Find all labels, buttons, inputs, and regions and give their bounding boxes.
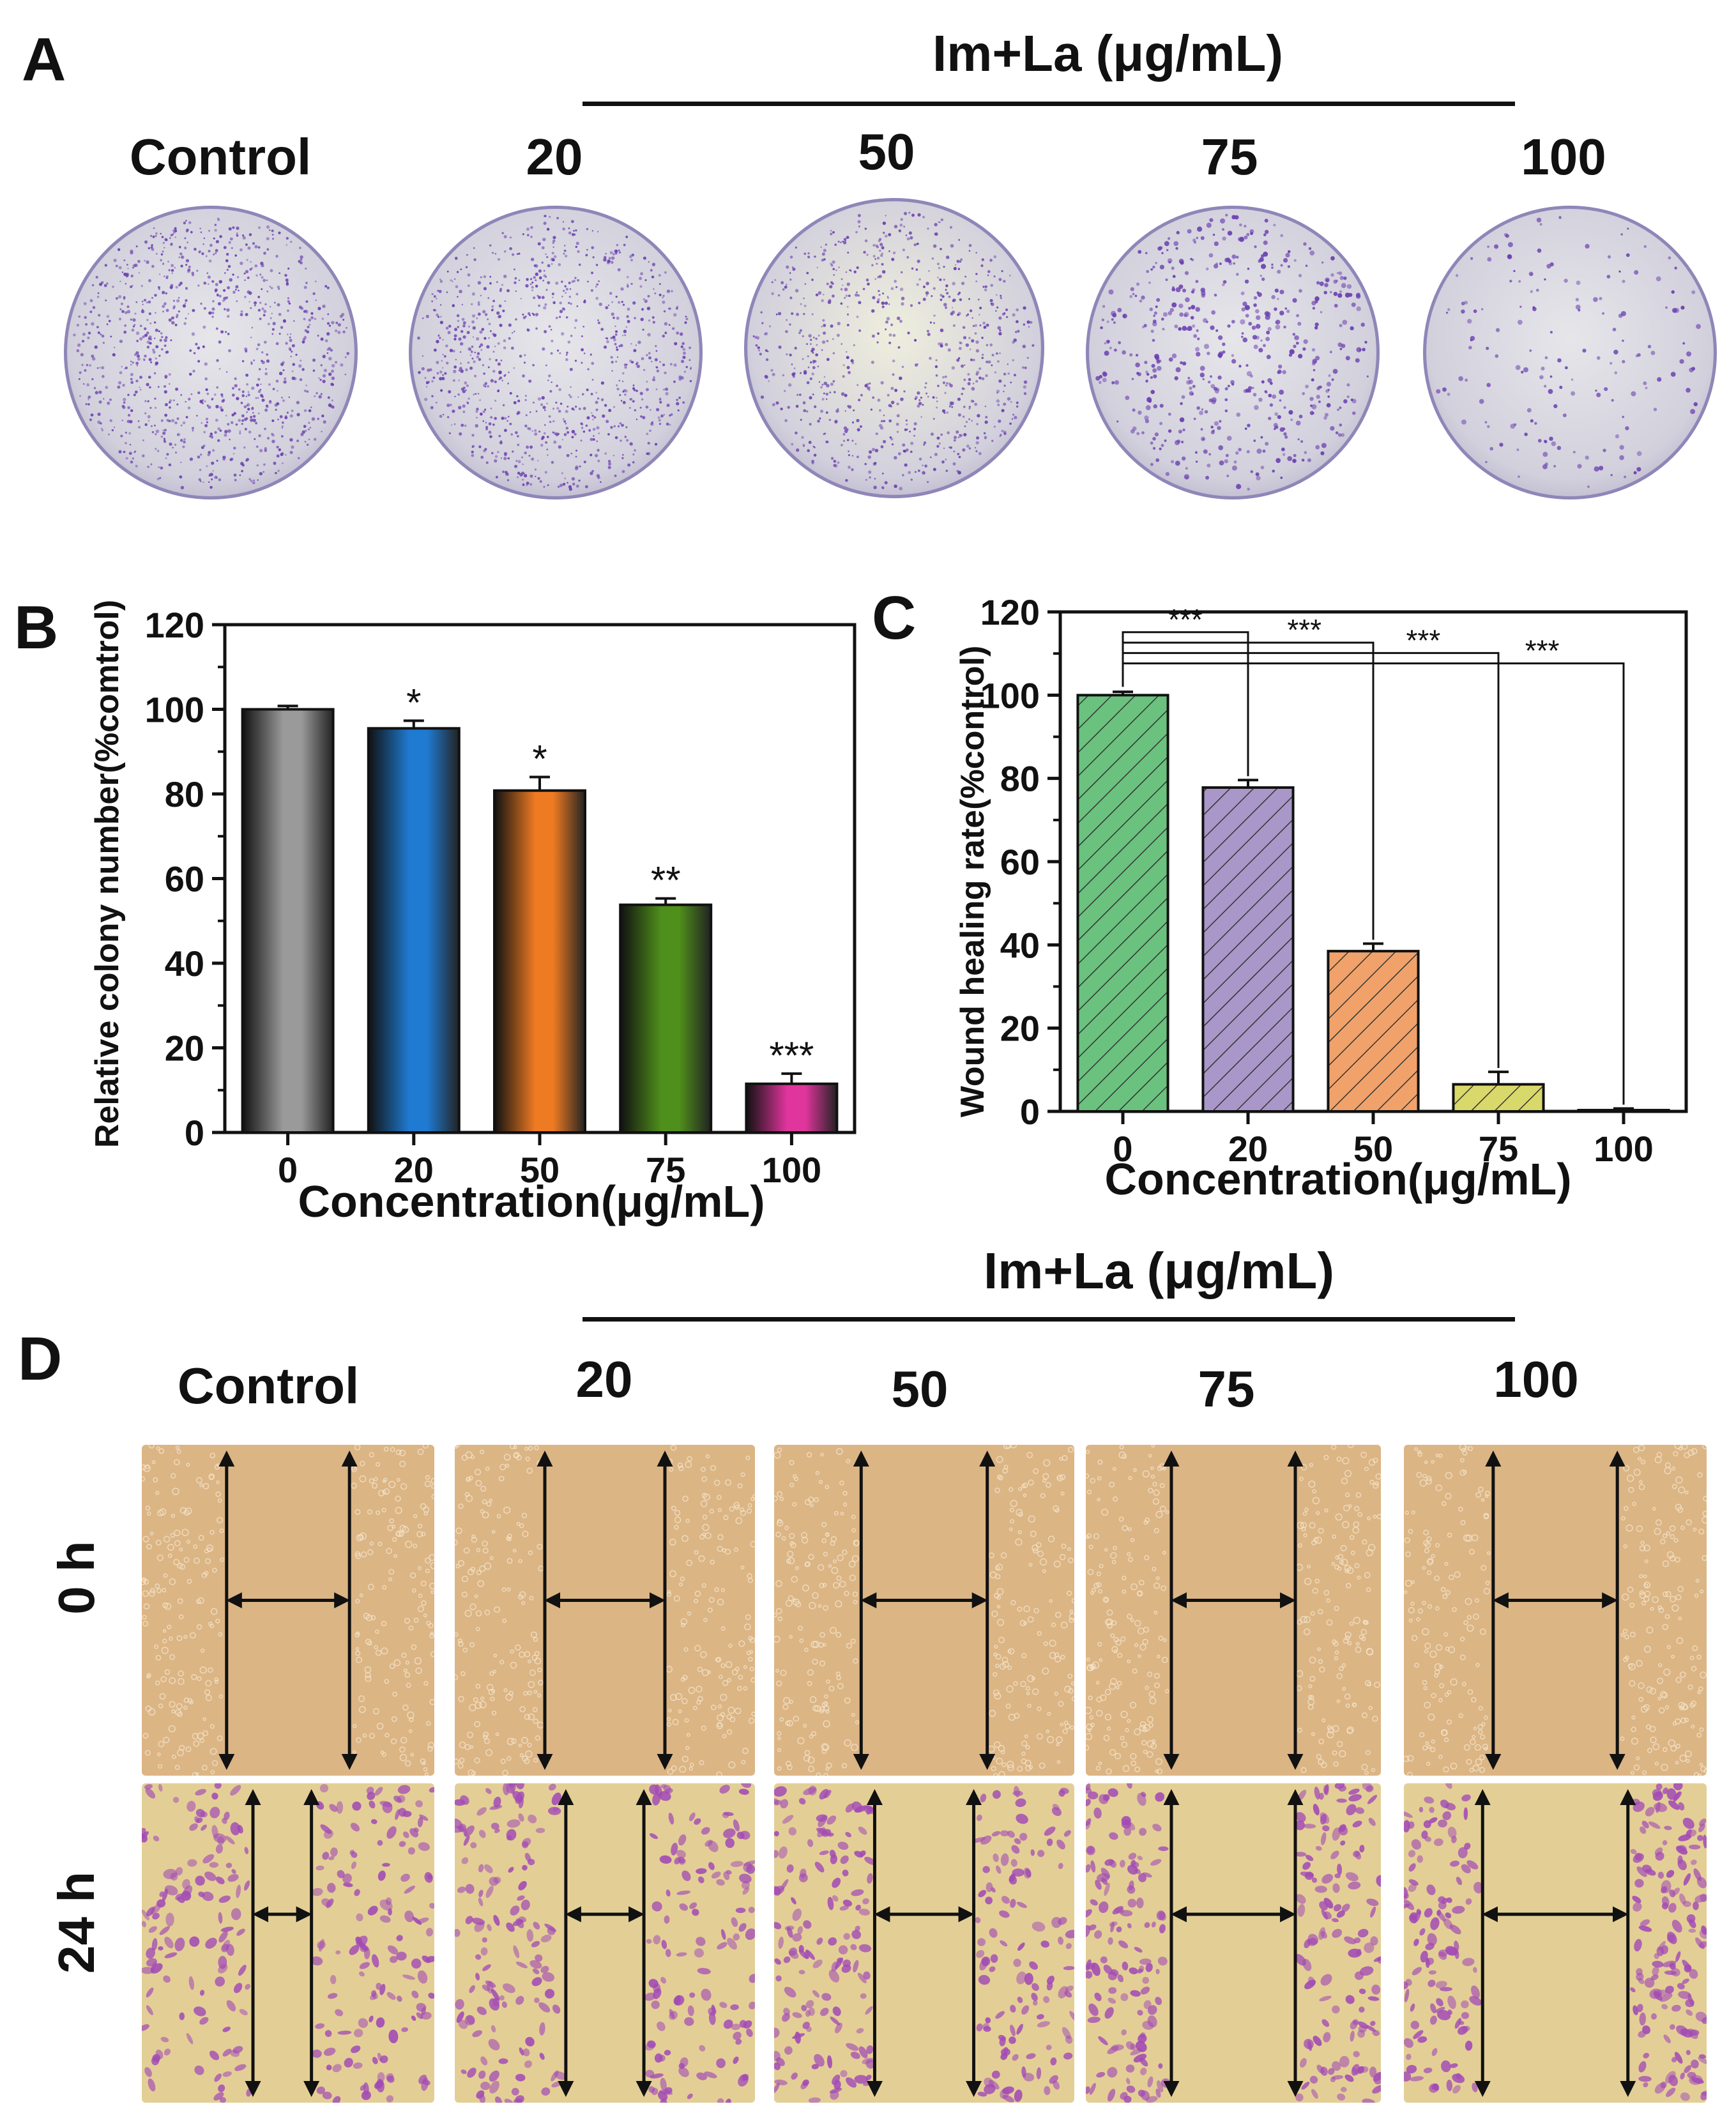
chart-B-bar-100	[745, 1082, 839, 1134]
wound-image-control-24h	[142, 1783, 434, 2103]
chart-C-ytick-label: 100	[980, 675, 1040, 715]
panel-a-label-20: 20	[526, 128, 583, 185]
chart-C-ytick-label: 0	[1020, 1092, 1040, 1132]
wound-image-20-24h	[455, 1783, 755, 2103]
colony-dish-75	[1086, 206, 1380, 499]
colony-dish-20	[409, 206, 703, 499]
chart-B-ytick-label: 60	[165, 859, 204, 899]
panel-a-label-100: 100	[1521, 128, 1606, 185]
chart-C-xtick-label-20: 20	[1228, 1129, 1268, 1169]
chart-B-significance-50: *	[532, 738, 547, 781]
chart-B-significance-20: *	[406, 681, 421, 724]
panel-d-label-20: 20	[575, 1351, 633, 1408]
chart-B-bar-50	[493, 789, 586, 1134]
chart-C-bar-50	[1327, 950, 1420, 1113]
chart-C-ytick-label: 40	[1000, 925, 1040, 965]
chart-C-bracket-75	[1122, 652, 1500, 1069]
chart-C-xtick-label-50: 50	[1353, 1129, 1393, 1169]
chart-C-bracket-label-75: ***	[1406, 623, 1441, 657]
chart-C-xtick-label-75: 75	[1479, 1129, 1518, 1169]
panel-a-group-line	[582, 102, 1515, 106]
chart-C-xtick-label-0: 0	[1113, 1129, 1132, 1169]
colony-dish-50	[744, 198, 1044, 498]
chart-B-xtick-label-75: 75	[646, 1150, 685, 1190]
chart-C-bar-0	[1076, 694, 1169, 1113]
panel-a-label-control: Control	[129, 128, 312, 185]
panel-letter-a: A	[22, 26, 66, 94]
panel-a-label-75: 75	[1201, 128, 1258, 185]
chart-B-ytick-label: 100	[145, 690, 204, 730]
chart-B-bar-75	[619, 903, 713, 1134]
chart-B-xtick-label-50: 50	[520, 1150, 560, 1190]
chart-B-xtick-label-20: 20	[394, 1150, 434, 1190]
chart-c: Wound healing rate(%control) Concentrati…	[954, 592, 1688, 1204]
wound-image-100-0h	[1404, 1445, 1707, 1776]
panel-d-group-line	[582, 1317, 1515, 1322]
chart-B-significance-100: ***	[769, 1034, 814, 1077]
chart-B-bar-20	[367, 727, 461, 1134]
wound-image-50-0h	[774, 1445, 1074, 1776]
chart-C-ytick-label: 80	[1000, 759, 1040, 799]
row-label-24h: 24 h	[48, 1871, 105, 1974]
panel-d-label-50: 50	[891, 1360, 948, 1417]
chart-B-ytick-label: 0	[185, 1113, 204, 1153]
panel-d-label-100: 100	[1493, 1351, 1579, 1408]
chart-B-ytick-label: 80	[165, 774, 204, 814]
chart-b-xlabel: Concentration(μg/mL)	[298, 1177, 765, 1226]
chart-C-bracket-label-100: ***	[1525, 634, 1560, 667]
wound-image-75-24h	[1086, 1783, 1381, 2103]
chart-C-bracket-100	[1122, 662, 1625, 1105]
colony-dish-control	[64, 206, 358, 499]
chart-C-bracket-label-50: ***	[1287, 613, 1321, 646]
panel-letter-d: D	[18, 1325, 63, 1393]
chart-B-bar-0	[241, 708, 335, 1134]
panel-a-label-50: 50	[858, 123, 915, 180]
chart-B-significance-75: **	[651, 859, 681, 902]
chart-c-xlabel: Concentration(μg/mL)	[1104, 1154, 1571, 1204]
chart-b-ylabel: Relative colony number(%comtrol)	[89, 600, 126, 1148]
chart-b: Relative colony number(%comtrol) Concent…	[89, 600, 857, 1226]
chart-C-bar-100	[1577, 1109, 1670, 1113]
wound-image-100-24h	[1404, 1783, 1707, 2103]
wound-image-control-0h	[142, 1445, 434, 1776]
chart-B-xtick-label-100: 100	[762, 1150, 821, 1190]
chart-C-ytick-label: 60	[1000, 842, 1040, 882]
chart-C-bar-20	[1201, 786, 1295, 1113]
chart-C-bar-75	[1452, 1083, 1545, 1113]
chart-c-ylabel: Wound healing rate(%control)	[954, 646, 991, 1118]
chart-B-ytick-label: 20	[165, 1028, 204, 1069]
chart-C-xtick-label-100: 100	[1594, 1129, 1653, 1169]
panel-d-label-75: 75	[1198, 1360, 1255, 1417]
panel-d-label-control: Control	[177, 1357, 360, 1414]
panel-letter-b: B	[14, 593, 59, 662]
chart-C-bracket-label-20: ***	[1168, 603, 1203, 636]
wound-image-20-0h	[455, 1445, 755, 1776]
chart-C-ytick-label: 120	[980, 592, 1040, 632]
row-label-0h: 0 h	[48, 1541, 105, 1615]
chart-B-ytick-label: 40	[165, 943, 204, 984]
chart-B-ytick-label: 120	[145, 605, 204, 645]
colony-dish-100	[1423, 206, 1717, 499]
chart-C-ytick-label: 20	[1000, 1009, 1040, 1049]
chart-B-xtick-label-0: 0	[278, 1150, 298, 1190]
panel-letter-c: C	[872, 584, 917, 652]
wound-image-50-24h	[774, 1783, 1074, 2103]
panel-a-group-header: Im+La (μg/mL)	[933, 25, 1283, 82]
wound-image-75-0h	[1086, 1445, 1381, 1776]
panel-d-group-header: Im+La (μg/mL)	[984, 1242, 1334, 1299]
